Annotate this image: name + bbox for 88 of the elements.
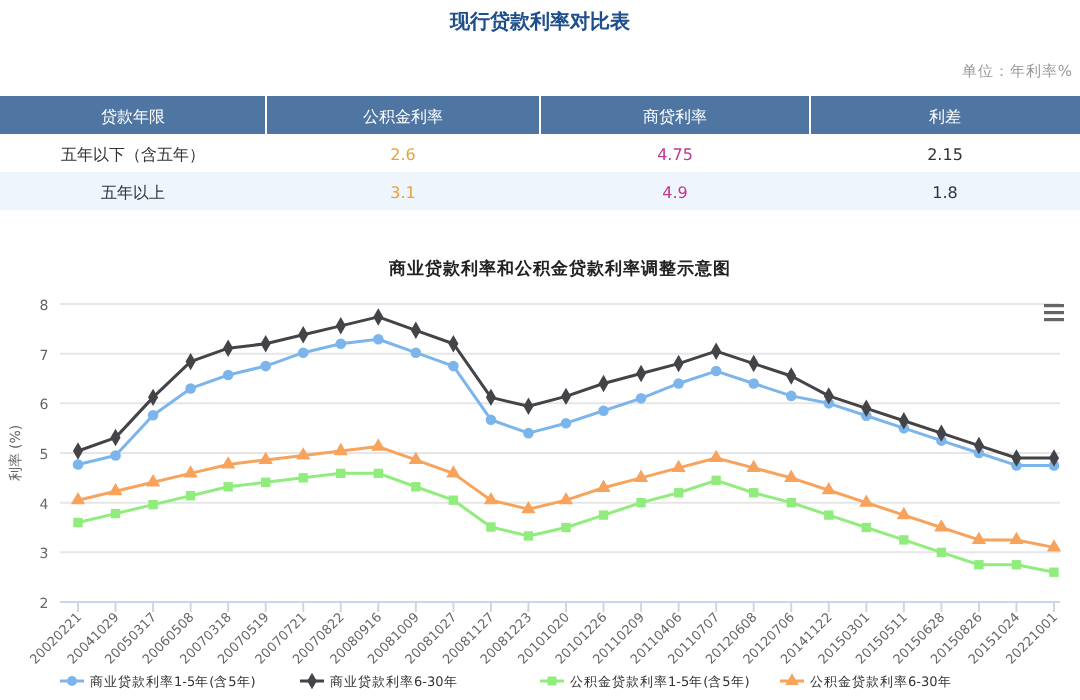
point (673, 378, 684, 389)
text: 2.15 (927, 146, 963, 164)
point (821, 482, 836, 495)
point (373, 468, 383, 479)
point (145, 474, 161, 487)
text: 贷款年限 (101, 108, 165, 126)
category-label: 商贷利率 (643, 108, 707, 126)
point (671, 459, 686, 473)
point (598, 405, 609, 417)
point (147, 409, 159, 421)
point (785, 390, 797, 402)
point (859, 494, 874, 507)
point (974, 560, 984, 570)
point (73, 517, 83, 528)
point (784, 469, 799, 482)
point (185, 491, 196, 501)
point (561, 522, 571, 533)
point (410, 347, 422, 358)
point (446, 465, 461, 478)
point (70, 491, 86, 505)
point (748, 378, 759, 389)
point (223, 482, 233, 492)
text: 2.6 (390, 146, 416, 164)
point (596, 479, 611, 492)
point (746, 459, 761, 473)
category-label: 利差 (929, 108, 961, 126)
category-label: 公积金利率 (363, 108, 443, 126)
point (260, 360, 271, 372)
point (558, 491, 574, 505)
point (598, 510, 609, 520)
point (261, 477, 271, 487)
point (1009, 531, 1024, 545)
category-label: 五年以下（含五年） (61, 146, 205, 164)
point (673, 488, 684, 498)
point (335, 338, 347, 350)
point (336, 468, 346, 479)
text: 4.9 (662, 184, 688, 202)
point (485, 414, 497, 425)
point (108, 483, 123, 496)
point (185, 383, 196, 394)
point (711, 475, 721, 486)
point (110, 508, 121, 519)
point (786, 497, 796, 508)
point (560, 417, 572, 429)
point (333, 442, 348, 456)
point (296, 447, 311, 460)
point (710, 365, 722, 377)
point (521, 500, 536, 514)
point (298, 473, 308, 483)
point (222, 369, 234, 381)
point (72, 459, 84, 470)
point (899, 535, 909, 545)
point (633, 469, 649, 482)
point (636, 497, 646, 508)
point (1046, 539, 1062, 552)
point (824, 510, 834, 520)
point (110, 450, 121, 461)
chart-title: 商业贷款利率和公积金贷款利率调整示意图 (387, 258, 731, 280)
point (408, 451, 423, 465)
point (486, 522, 496, 532)
point (297, 347, 309, 358)
point (148, 499, 158, 510)
point (258, 451, 273, 465)
point (861, 522, 871, 533)
point (523, 427, 534, 439)
point (749, 488, 759, 498)
point (183, 465, 198, 478)
point (411, 482, 421, 492)
point (448, 360, 459, 372)
text: 1.8 (932, 184, 958, 202)
point (373, 333, 384, 345)
point (934, 519, 949, 532)
point (971, 531, 987, 545)
point (896, 506, 911, 520)
point (1049, 567, 1059, 577)
point (936, 547, 947, 558)
point (635, 393, 647, 404)
point (371, 438, 386, 451)
point (1011, 560, 1022, 570)
point (709, 449, 724, 463)
text: 4.75 (657, 146, 693, 164)
point (448, 495, 459, 505)
point (523, 531, 534, 541)
point (483, 491, 499, 505)
text: 3.1 (390, 184, 416, 202)
point (221, 456, 236, 469)
category-label: 五年以上 (101, 184, 165, 202)
text: 现行贷款利率对比表 (448, 10, 632, 34)
